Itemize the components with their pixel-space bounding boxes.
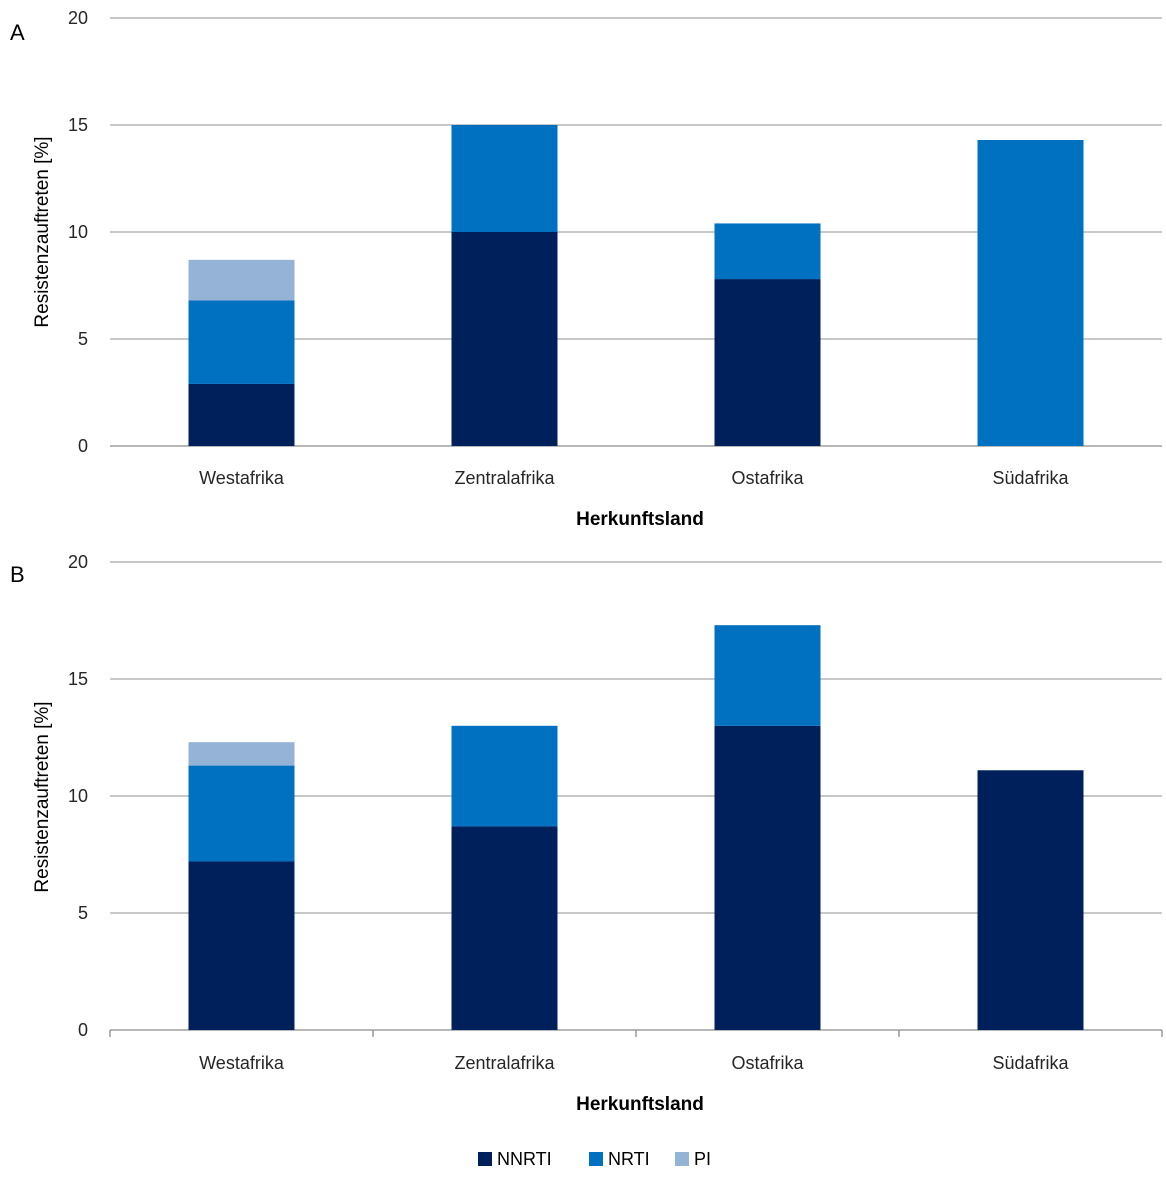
panel-label: B — [10, 562, 25, 587]
bar-nrti-zentralafrika — [452, 726, 558, 827]
x-tick-labels: Westafrika Zentralafrika Ostafrika Südafrik… — [199, 468, 1069, 488]
legend-label-pi: PI — [694, 1149, 711, 1169]
bar-nnrti-zentralafrika — [452, 232, 558, 446]
bar-nrti-zentralafrika — [452, 125, 558, 232]
y-tick-label: 5 — [78, 329, 88, 349]
y-tick-label: 10 — [68, 222, 88, 242]
bar-nnrti-südafrika — [978, 770, 1084, 1030]
x-tick-label: Zentralafrika — [454, 1053, 555, 1073]
bar-nnrti-ostafrika — [715, 279, 821, 446]
y-tick-label: 10 — [68, 786, 88, 806]
legend-label-nnrti: NNRTI — [497, 1149, 552, 1169]
legend-swatch-nrti — [589, 1152, 603, 1166]
legend-swatch-pi — [675, 1152, 689, 1166]
y-axis-label: Resistenzauftreten [%] — [32, 701, 53, 892]
x-tick-label: Westafrika — [199, 1053, 285, 1073]
x-tick-label: Südafrika — [992, 468, 1069, 488]
y-tick-labels: 0 5 10 15 20 — [68, 8, 88, 456]
bar-nnrti-westafrika — [189, 384, 295, 446]
bars — [189, 125, 1084, 446]
bar-pi-westafrika — [189, 260, 295, 301]
legend: NNRTI NRTI PI — [478, 1149, 711, 1169]
chart-panel-b: B 0 5 10 15 20 Westafrika Zentralafrika Ostafr… — [10, 552, 1162, 1115]
bar-nrti-ostafrika — [715, 223, 821, 279]
x-tick-labels: Westafrika Zentralafrika Ostafrika Südafrik… — [199, 1053, 1069, 1073]
y-tick-label: 5 — [78, 903, 88, 923]
panel-label: A — [10, 20, 25, 45]
y-tick-label: 15 — [68, 669, 88, 689]
y-tick-label: 0 — [78, 1020, 88, 1040]
y-tick-label: 15 — [68, 115, 88, 135]
y-tick-label: 20 — [68, 8, 88, 28]
bar-nrti-ostafrika — [715, 625, 821, 726]
x-axis-label: Herkunftsland — [576, 1094, 704, 1115]
x-axis-label: Herkunftsland — [576, 509, 704, 530]
chart-panel-a: A 0 5 10 15 20 Westafrika Zentralafrika Ostafr… — [10, 8, 1162, 530]
bar-nnrti-ostafrika — [715, 726, 821, 1030]
y-tick-label: 0 — [78, 436, 88, 456]
bar-nnrti-westafrika — [189, 862, 295, 1030]
bar-nrti-südafrika — [978, 140, 1084, 446]
y-axis-label: Resistenzauftreten [%] — [32, 136, 53, 327]
bar-pi-westafrika — [189, 742, 295, 765]
bar-nrti-westafrika — [189, 300, 295, 383]
x-tick-label: Westafrika — [199, 468, 285, 488]
x-tick-label: Ostafrika — [731, 1053, 804, 1073]
bars — [189, 625, 1084, 1030]
x-tick-label: Zentralafrika — [454, 468, 555, 488]
y-tick-labels: 0 5 10 15 20 — [68, 552, 88, 1040]
bar-nrti-westafrika — [189, 766, 295, 862]
x-tick-label: Südafrika — [992, 1053, 1069, 1073]
legend-swatch-nnrti — [478, 1152, 492, 1166]
bar-nnrti-zentralafrika — [452, 826, 558, 1030]
legend-label-nrti: NRTI — [608, 1149, 650, 1169]
x-tick-label: Ostafrika — [731, 468, 804, 488]
y-tick-label: 20 — [68, 552, 88, 572]
